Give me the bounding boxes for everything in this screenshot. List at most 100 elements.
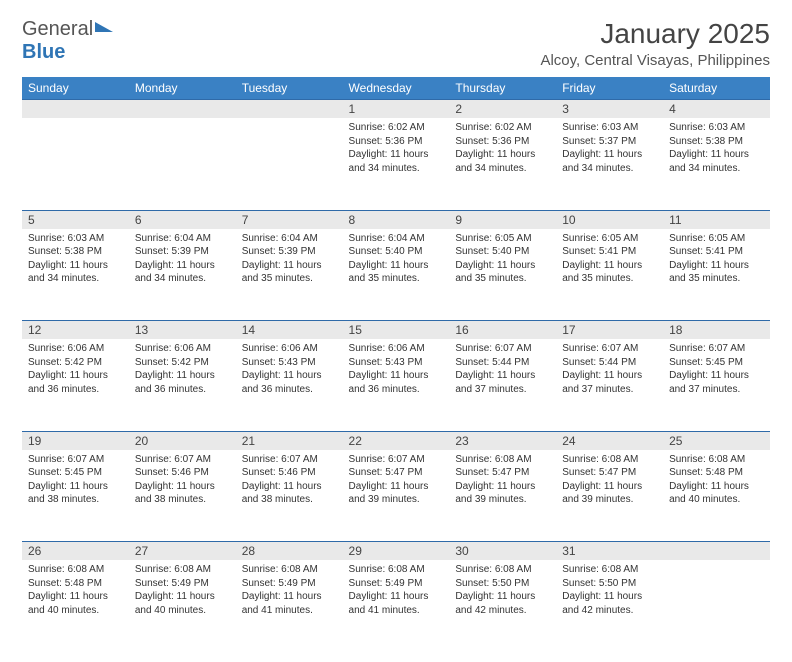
- day-number-cell: 28: [236, 542, 343, 561]
- day-number-cell: 15: [343, 321, 450, 340]
- daylight-text-2: and 41 minutes.: [349, 604, 444, 618]
- day-content-cell: Sunrise: 6:08 AMSunset: 5:48 PMDaylight:…: [663, 450, 770, 542]
- weekday-header-row: Sunday Monday Tuesday Wednesday Thursday…: [22, 77, 770, 100]
- sunset-text: Sunset: 5:39 PM: [135, 245, 230, 259]
- day-number-cell: 26: [22, 542, 129, 561]
- sunset-text: Sunset: 5:42 PM: [135, 356, 230, 370]
- sunset-text: Sunset: 5:38 PM: [669, 135, 764, 149]
- day-content-cell: Sunrise: 6:08 AMSunset: 5:47 PMDaylight:…: [556, 450, 663, 542]
- day-number-cell: 17: [556, 321, 663, 340]
- page-header: GeneralBlue January 2025 Alcoy, Central …: [22, 18, 770, 69]
- daylight-text-1: Daylight: 11 hours: [669, 369, 764, 383]
- weekday-fri: Friday: [556, 77, 663, 100]
- sunset-text: Sunset: 5:47 PM: [349, 466, 444, 480]
- daylight-text-2: and 35 minutes.: [455, 272, 550, 286]
- sunset-text: Sunset: 5:45 PM: [28, 466, 123, 480]
- sunrise-text: Sunrise: 6:03 AM: [669, 121, 764, 135]
- daylight-text-1: Daylight: 11 hours: [669, 480, 764, 494]
- sunrise-text: Sunrise: 6:04 AM: [349, 232, 444, 246]
- day-number-cell: 14: [236, 321, 343, 340]
- day-content-cell: Sunrise: 6:04 AMSunset: 5:39 PMDaylight:…: [236, 229, 343, 321]
- weekday-thu: Thursday: [449, 77, 556, 100]
- day-content-cell: Sunrise: 6:02 AMSunset: 5:36 PMDaylight:…: [343, 118, 450, 210]
- daylight-text-1: Daylight: 11 hours: [349, 259, 444, 273]
- day-content-cell: Sunrise: 6:07 AMSunset: 5:46 PMDaylight:…: [236, 450, 343, 542]
- day-number-cell: 12: [22, 321, 129, 340]
- sunrise-text: Sunrise: 6:08 AM: [349, 563, 444, 577]
- day-content-cell: Sunrise: 6:06 AMSunset: 5:43 PMDaylight:…: [236, 339, 343, 431]
- day-content-cell: Sunrise: 6:05 AMSunset: 5:40 PMDaylight:…: [449, 229, 556, 321]
- sunset-text: Sunset: 5:47 PM: [562, 466, 657, 480]
- daylight-text-2: and 37 minutes.: [562, 383, 657, 397]
- day-number-cell: 24: [556, 431, 663, 450]
- sunset-text: Sunset: 5:44 PM: [455, 356, 550, 370]
- sunset-text: Sunset: 5:46 PM: [242, 466, 337, 480]
- daylight-text-1: Daylight: 11 hours: [562, 259, 657, 273]
- day-content-cell: Sunrise: 6:07 AMSunset: 5:44 PMDaylight:…: [449, 339, 556, 431]
- sunset-text: Sunset: 5:36 PM: [455, 135, 550, 149]
- sunset-text: Sunset: 5:48 PM: [669, 466, 764, 480]
- sunrise-text: Sunrise: 6:06 AM: [242, 342, 337, 356]
- daylight-text-2: and 34 minutes.: [669, 162, 764, 176]
- day-number-cell: 7: [236, 210, 343, 229]
- content-row: Sunrise: 6:02 AM Sunset: 5:36 PM Daylight:…: [22, 118, 770, 210]
- daylight-text-2: and 35 minutes.: [669, 272, 764, 286]
- sunset-text: Sunset: 5:50 PM: [455, 577, 550, 591]
- daylight-text-2: and 39 minutes.: [455, 493, 550, 507]
- daylight-text-2: and 35 minutes.: [349, 272, 444, 286]
- daynum-row: 567891011: [22, 210, 770, 229]
- sunrise-text: Sunrise: 6:07 AM: [135, 453, 230, 467]
- sunrise-text: Sunrise: 6:07 AM: [349, 453, 444, 467]
- title-location: Alcoy, Central Visayas, Philippines: [540, 52, 770, 69]
- daylight-text-2: and 34 minutes.: [28, 272, 123, 286]
- day-content-cell: Sunrise: 6:07 AMSunset: 5:44 PMDaylight:…: [556, 339, 663, 431]
- sunrise-text: Sunrise: 6:08 AM: [669, 453, 764, 467]
- day-number-cell: 18: [663, 321, 770, 340]
- sunset-text: Sunset: 5:40 PM: [349, 245, 444, 259]
- daylight-text-2: and 37 minutes.: [455, 383, 550, 397]
- logo-triangle-icon: [95, 22, 113, 32]
- daylight-text-1: Daylight: 11 hours: [242, 369, 337, 383]
- sunrise-text: Sunrise: 6:07 AM: [455, 342, 550, 356]
- sunrise-text: Sunrise: 6:03 AM: [562, 121, 657, 135]
- day-number-cell: 30: [449, 542, 556, 561]
- daylight-text-1: Daylight: 11 hours: [562, 480, 657, 494]
- calendar-page: GeneralBlue January 2025 Alcoy, Central …: [0, 0, 792, 662]
- day-number-cell: 5: [22, 210, 129, 229]
- sunrise-text: Sunrise: 6:08 AM: [455, 563, 550, 577]
- sunrise-text: Sunrise: 6:06 AM: [28, 342, 123, 356]
- daylight-text-2: and 39 minutes.: [562, 493, 657, 507]
- daylight-text-2: and 39 minutes.: [349, 493, 444, 507]
- sunset-text: Sunset: 5:38 PM: [28, 245, 123, 259]
- logo: GeneralBlue: [22, 18, 113, 64]
- day-content-cell: Sunrise: 6:07 AMSunset: 5:45 PMDaylight:…: [22, 450, 129, 542]
- daylight-text-1: Daylight: 11 hours: [28, 369, 123, 383]
- day-content-cell: Sunrise: 6:07 AMSunset: 5:47 PMDaylight:…: [343, 450, 450, 542]
- daylight-text-2: and 41 minutes.: [242, 604, 337, 618]
- daylight-text-2: and 34 minutes.: [349, 162, 444, 176]
- day-number-cell: 23: [449, 431, 556, 450]
- daylight-text-2: and 40 minutes.: [28, 604, 123, 618]
- day-number-cell: 31: [556, 542, 663, 561]
- daylight-text-2: and 35 minutes.: [242, 272, 337, 286]
- sunset-text: Sunset: 5:42 PM: [28, 356, 123, 370]
- day-number-cell: 2: [449, 100, 556, 119]
- daylight-text-1: Daylight: 11 hours: [455, 369, 550, 383]
- daylight-text-1: Daylight: 11 hours: [562, 148, 657, 162]
- day-number-cell: 27: [129, 542, 236, 561]
- sunrise-text: Sunrise: 6:04 AM: [135, 232, 230, 246]
- daylight-text-1: Daylight: 11 hours: [562, 590, 657, 604]
- sunrise-text: Sunrise: 6:02 AM: [349, 121, 444, 135]
- day-number-cell: [236, 100, 343, 119]
- day-content-cell: [129, 118, 236, 210]
- day-number-cell: [663, 542, 770, 561]
- day-number-cell: 4: [663, 100, 770, 119]
- day-content-cell: Sunrise: 6:08 AMSunset: 5:49 PMDaylight:…: [343, 560, 450, 652]
- daylight-text-1: Daylight: 11 hours: [349, 480, 444, 494]
- content-row: Sunrise: 6:08 AMSunset: 5:48 PMDaylight:…: [22, 560, 770, 652]
- day-content-cell: Sunrise: 6:03 AMSunset: 5:37 PMDaylight:…: [556, 118, 663, 210]
- daylight-text-1: Daylight: 11 hours: [455, 480, 550, 494]
- day-content-cell: Sunrise: 6:03 AMSunset: 5:38 PMDaylight:…: [663, 118, 770, 210]
- day-content-cell: Sunrise: 6:08 AMSunset: 5:48 PMDaylight:…: [22, 560, 129, 652]
- weekday-sat: Saturday: [663, 77, 770, 100]
